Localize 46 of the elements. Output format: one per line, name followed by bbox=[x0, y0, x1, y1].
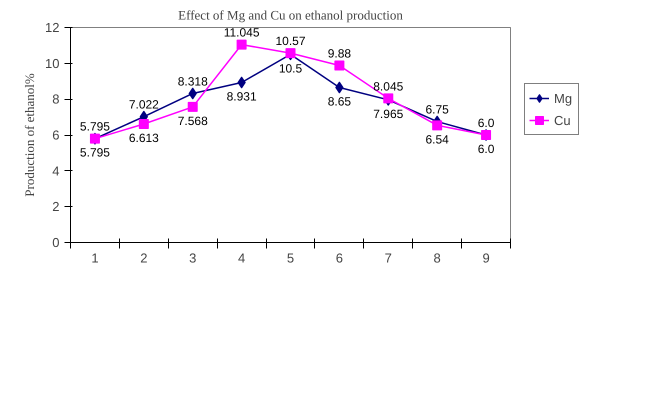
point bbox=[383, 93, 394, 104]
legend-label: Cu bbox=[554, 112, 572, 128]
data-label: 8.045 bbox=[373, 79, 404, 94]
x-tick-label: 5 bbox=[286, 250, 294, 266]
y-tick-label: 12 bbox=[45, 20, 60, 35]
data-label: 10.57 bbox=[275, 34, 306, 48]
data-label: 7.022 bbox=[128, 98, 160, 112]
point bbox=[432, 120, 442, 130]
legend-label: Mg bbox=[554, 90, 574, 106]
data-label: 5.795 bbox=[80, 146, 110, 160]
data-label: 5.795 bbox=[80, 120, 110, 134]
point bbox=[236, 40, 247, 50]
data-label: 6.54 bbox=[425, 132, 450, 146]
x-tick-label: 7 bbox=[384, 250, 392, 266]
x-tick-label: 1 bbox=[91, 250, 99, 266]
x-tick-label: 2 bbox=[140, 250, 148, 266]
point bbox=[188, 102, 198, 112]
data-label: 8.318 bbox=[178, 74, 208, 88]
data-label: 6.0 bbox=[478, 142, 495, 156]
data-label: 8.65 bbox=[328, 94, 352, 109]
y-tick-label: 2 bbox=[52, 199, 60, 214]
point bbox=[138, 119, 149, 130]
data-label: 10.5 bbox=[278, 61, 303, 76]
y-tick-label: 10 bbox=[45, 56, 60, 71]
point bbox=[237, 76, 246, 88]
data-label: 9.88 bbox=[328, 46, 352, 60]
y-tick-label: 8 bbox=[52, 92, 60, 107]
data-label: 6.75 bbox=[425, 102, 450, 117]
data-label: 6.613 bbox=[128, 131, 160, 146]
y-tick-label: 4 bbox=[52, 163, 60, 178]
point bbox=[335, 82, 344, 94]
data-label: 6.0 bbox=[478, 116, 495, 130]
x-tick-label: 6 bbox=[336, 250, 344, 266]
x-tick-label: 9 bbox=[482, 250, 490, 266]
data-label: 8.931 bbox=[226, 89, 257, 104]
y-axis-title: Production of ethanol% bbox=[22, 73, 38, 197]
data-label: 7.568 bbox=[178, 114, 208, 128]
point bbox=[334, 60, 344, 70]
x-tick-label: 3 bbox=[189, 250, 196, 266]
data-label: 7.965 bbox=[373, 106, 404, 121]
y-tick-label: 6 bbox=[52, 128, 60, 142]
chart-title: Effect of Mg and Cu on ethanol production bbox=[178, 8, 404, 22]
x-tick-label: 4 bbox=[238, 250, 246, 266]
x-tick-label: 8 bbox=[434, 250, 441, 266]
y-tick-label: 0 bbox=[52, 235, 60, 250]
data-label: 11.045 bbox=[224, 26, 260, 40]
